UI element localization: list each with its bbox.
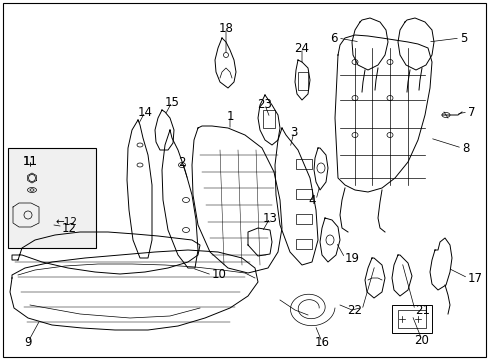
Text: 23: 23	[257, 99, 272, 112]
Bar	[391, 305, 431, 333]
Text: ←12: ←12	[55, 217, 77, 227]
Text: 1: 1	[226, 109, 233, 122]
Text: 7: 7	[467, 105, 474, 118]
Text: 6: 6	[330, 31, 337, 45]
Text: 9: 9	[24, 336, 32, 348]
Text: 16: 16	[314, 336, 329, 348]
Text: 10: 10	[212, 269, 226, 282]
Text: 17: 17	[467, 271, 482, 284]
Text: 13: 13	[262, 211, 277, 225]
Text: 4: 4	[308, 194, 315, 207]
Text: 22: 22	[346, 303, 361, 316]
Text: 11: 11	[22, 155, 38, 168]
Bar	[263, 110, 274, 128]
Bar	[397, 310, 425, 328]
Text: 19: 19	[345, 252, 359, 265]
Text: 15: 15	[164, 95, 179, 108]
Text: 11: 11	[22, 155, 38, 168]
Text: 12: 12	[62, 221, 77, 234]
Text: 5: 5	[459, 31, 467, 45]
Bar	[295, 214, 311, 224]
Bar	[295, 159, 311, 169]
Text: 8: 8	[461, 141, 468, 154]
Text: 20: 20	[414, 333, 428, 346]
Text: 2: 2	[178, 156, 185, 168]
Text: 3: 3	[290, 126, 297, 139]
Text: 18: 18	[218, 22, 233, 35]
Text: 21: 21	[414, 303, 429, 316]
Bar	[295, 239, 311, 249]
Bar	[295, 189, 311, 199]
Bar	[297, 72, 307, 90]
Text: 24: 24	[294, 41, 309, 54]
Bar	[8, 148, 96, 248]
Text: 14: 14	[137, 105, 152, 118]
